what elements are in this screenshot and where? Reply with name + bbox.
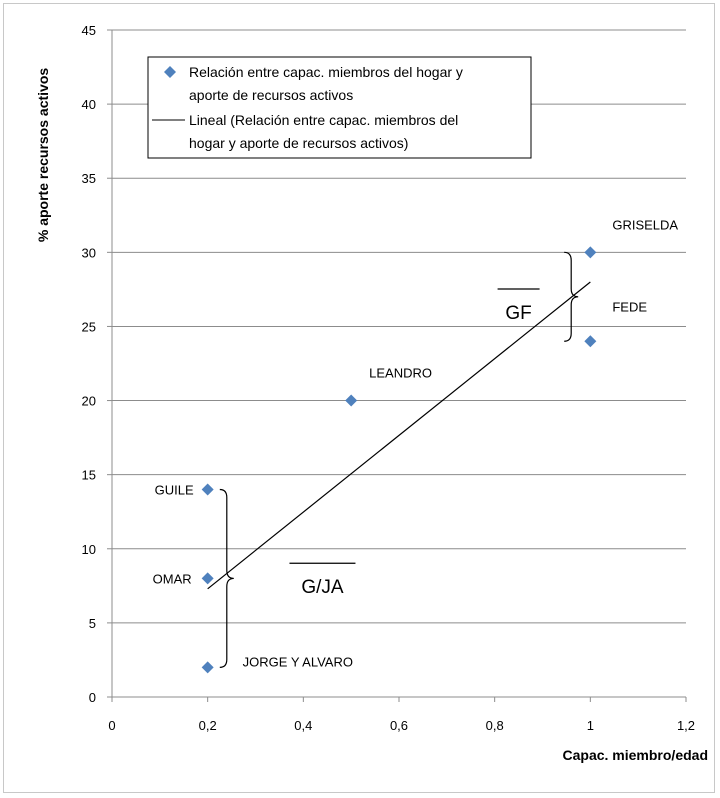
legend-trend-label-line1: Lineal (Relación entre capac. miembros d…	[189, 112, 458, 128]
point-labels: GUILE OMAR JORGE Y ALVARO LEANDRO GRISELDA FE…	[153, 217, 679, 669]
y-tick-label: 30	[82, 245, 96, 260]
curly-brace	[219, 488, 234, 668]
trendline-layer	[207, 281, 591, 590]
y-tick-labels: 0 5 10 15 20 25 30 35 40 45	[82, 23, 96, 705]
data-point	[201, 483, 214, 496]
legend-box	[147, 56, 532, 159]
data-point	[201, 572, 214, 585]
y-tick-label: 5	[89, 616, 96, 631]
legend-marker-icon	[164, 66, 176, 78]
x-tick-label: 0	[108, 718, 115, 733]
x-tick-label: 1	[587, 718, 594, 733]
trendline	[207, 281, 591, 590]
x-tick-label: 0,6	[390, 718, 408, 733]
point-label: GRISELDA	[612, 217, 678, 232]
group-label: GF	[505, 303, 531, 324]
data-point	[584, 246, 597, 259]
data-point	[584, 335, 597, 348]
legend-trend-label-line2: hogar y aporte de recursos activos)	[189, 135, 408, 151]
point-label: OMAR	[153, 571, 192, 586]
x-tick-label: 0,4	[294, 718, 312, 733]
annotations: GF G/JA	[219, 251, 579, 668]
data-points	[201, 246, 597, 674]
y-tick-label: 15	[82, 468, 96, 483]
y-tick-label: 45	[82, 23, 96, 38]
legend-series-label-line2: aporte de recursos activos	[189, 87, 353, 103]
y-axis-title: % aporte recursos activos	[35, 68, 51, 243]
x-tick-label: 0,2	[199, 718, 217, 733]
y-tick-label: 35	[82, 171, 96, 186]
x-tick-labels: 0 0,2 0,4 0,6 0,8 1 1,2	[108, 718, 695, 733]
data-point	[201, 661, 214, 674]
y-tick-label: 25	[82, 319, 96, 334]
x-tick-label: 0,8	[486, 718, 504, 733]
y-tick-label: 10	[82, 542, 96, 557]
point-label: LEANDRO	[369, 366, 432, 381]
point-label: FEDE	[612, 299, 647, 314]
y-tick-label: 0	[89, 690, 96, 705]
x-tick-label: 1,2	[677, 718, 695, 733]
group-label: G/JA	[301, 577, 344, 598]
point-label: JORGE Y ALVARO	[243, 654, 353, 669]
x-axis-title: Capac. miembro/edad	[563, 747, 709, 763]
curly-brace	[564, 251, 579, 342]
data-point	[345, 394, 358, 407]
y-tick-label: 40	[82, 97, 96, 112]
y-tick-label: 20	[82, 394, 96, 409]
legend-series-label-line1: Relación entre capac. miembros del hogar…	[189, 64, 463, 80]
legend: Relación entre capac. miembros del hogar…	[147, 56, 532, 159]
point-label: GUILE	[155, 482, 194, 497]
axes	[107, 29, 687, 702]
